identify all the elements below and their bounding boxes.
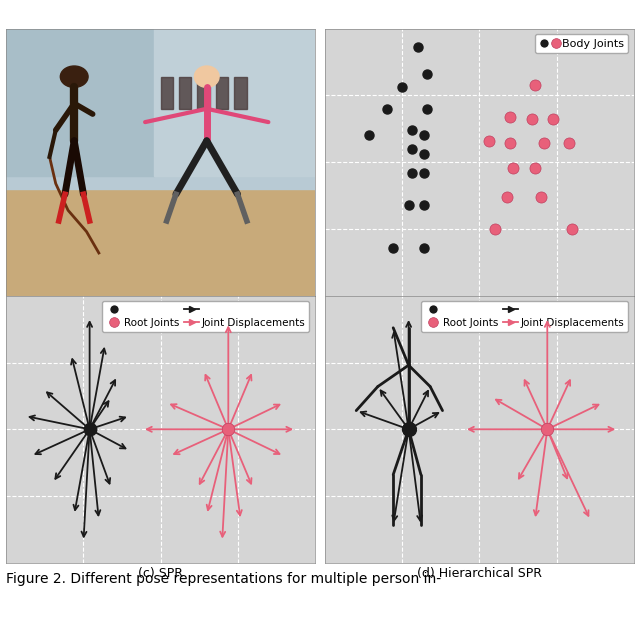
- Bar: [6, 29, 315, 189]
- Legend: , Body Joints: , Body Joints: [535, 34, 628, 53]
- X-axis label: (c) SPR: (c) SPR: [138, 567, 183, 580]
- Bar: [198, 77, 210, 109]
- X-axis label: (a) Image: (a) Image: [130, 300, 191, 313]
- X-axis label: (d) Hierarchical SPR: (d) Hierarchical SPR: [417, 567, 542, 580]
- X-axis label: (b) Conventional Pose Representation: (b) Conventional Pose Representation: [362, 300, 598, 313]
- Bar: [154, 29, 315, 176]
- Bar: [179, 77, 191, 109]
- Bar: [234, 77, 247, 109]
- Legend: , Root Joints, , Joint Displacements: , Root Joints, , Joint Displacements: [421, 301, 628, 332]
- Bar: [6, 29, 154, 176]
- Ellipse shape: [60, 66, 88, 87]
- Legend: , Root Joints, , Joint Displacements: , Root Joints, , Joint Displacements: [102, 301, 309, 332]
- Text: Figure 2. Different pose representations for multiple person in-: Figure 2. Different pose representations…: [6, 572, 442, 586]
- Bar: [216, 77, 228, 109]
- Bar: [6, 189, 315, 296]
- Ellipse shape: [195, 66, 219, 87]
- Bar: [161, 77, 173, 109]
